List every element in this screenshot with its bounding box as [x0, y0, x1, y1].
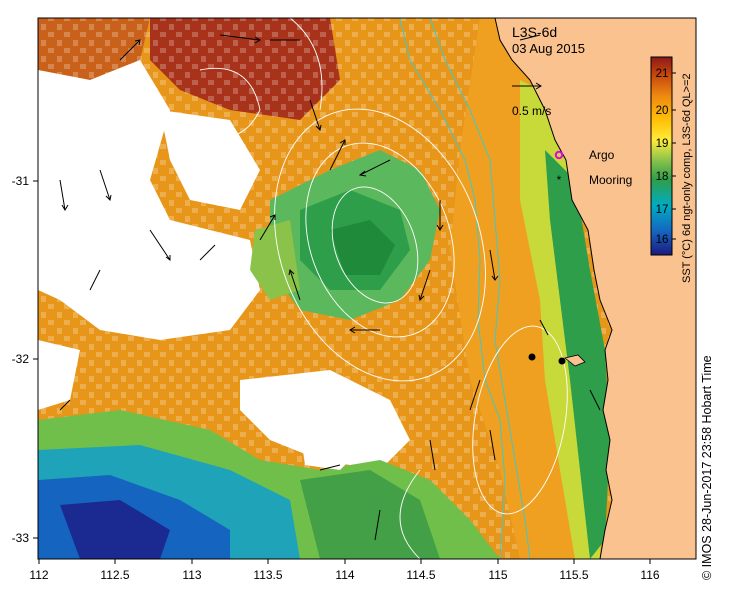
- mooring-legend-label: Mooring: [589, 173, 632, 187]
- mooring-legend-icon: *: [557, 173, 562, 187]
- x-axis-labels: 112 112.5 113 113.5 114 114.5 115 115.5 …: [29, 568, 659, 582]
- x-tick-label: 114.5: [406, 568, 435, 582]
- x-tick-label: 112: [29, 568, 48, 582]
- x-tick-label: 115: [488, 568, 507, 582]
- rottnest-island: [564, 354, 586, 367]
- x-tick-label: 112.5: [100, 568, 129, 582]
- map-date: 03 Aug 2015: [512, 41, 585, 56]
- credit-footer: © IMOS 28-Jun-2017 23:58 Hobart Time: [700, 355, 714, 580]
- velocity-scale-label: 0.5 m/s: [512, 104, 551, 118]
- colorbar: [650, 56, 673, 256]
- argo-legend-label: Argo: [589, 148, 615, 162]
- colorbar-tick-label: 18: [656, 171, 669, 183]
- bathymetry-contour: [399, 18, 506, 559]
- velocity-scale-arrow: [512, 82, 542, 90]
- map-frame: [37, 17, 697, 560]
- velocity-arrows: [59, 34, 601, 541]
- y-tick-label: -32: [12, 352, 30, 366]
- x-tick-label: 116: [640, 568, 659, 582]
- y-axis: [33, 180, 38, 539]
- x-tick-label: 114: [335, 568, 354, 582]
- colorbar-tick-label: 21: [656, 68, 669, 80]
- colorbar-tick-label: 16: [656, 234, 669, 246]
- mooring-marker: [528, 353, 536, 361]
- product-title: L3S-6d: [512, 24, 557, 40]
- colorbar-tick-label: 20: [656, 105, 669, 117]
- colorbar-label: SST (°C) 6d ngt-only comp, L3S-6d QL>=2: [681, 73, 693, 283]
- colorbar-tick-label: 19: [656, 138, 669, 150]
- map-area: [38, 18, 696, 559]
- x-tick-label: 113.5: [253, 568, 282, 582]
- x-axis: [38, 559, 651, 564]
- colorbar-tick-label: 17: [656, 204, 669, 216]
- argo-legend-icon: [554, 150, 564, 160]
- colorbar-ticks: [672, 72, 676, 240]
- y-tick-label: -31: [12, 174, 30, 188]
- x-tick-label: 113: [182, 568, 201, 582]
- mooring-marker: [558, 357, 566, 365]
- land-australia: [495, 18, 696, 559]
- x-tick-label: 115.5: [559, 568, 588, 582]
- eddy-contours: [199, 18, 568, 559]
- y-tick-label: -33: [12, 531, 30, 545]
